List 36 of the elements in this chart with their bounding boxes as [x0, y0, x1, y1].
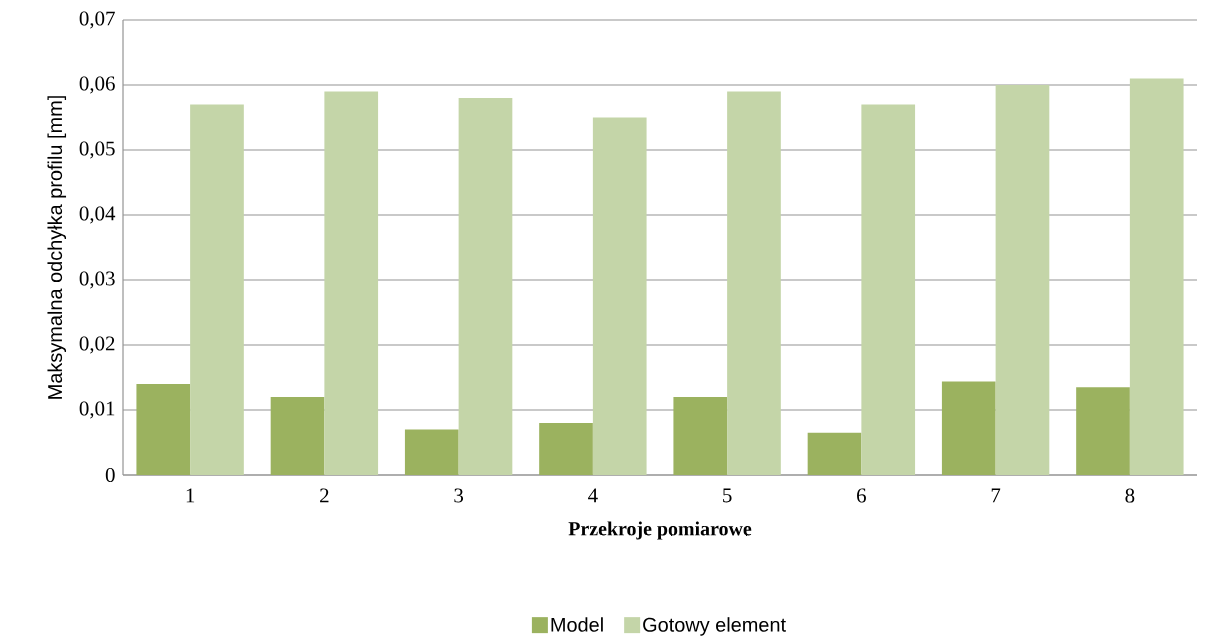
x-tick-label: 2 [320, 488, 329, 503]
y-tick-label: 0,07 [79, 11, 115, 29]
y-tick-label: 0,06 [79, 76, 115, 94]
bar [458, 97, 513, 475]
y-tick-label: 0,04 [79, 206, 116, 224]
bar [539, 422, 593, 475]
x-tick-label: 1 [186, 488, 195, 503]
legend-label: Gotowy element [643, 617, 786, 636]
bar [270, 396, 325, 475]
x-tick-label: 7 [991, 488, 1001, 503]
bar [995, 84, 1050, 475]
y-axis-title: Maksymalna odchyłka profilu [mm] [47, 96, 67, 399]
bar [592, 117, 647, 475]
bar [807, 432, 862, 475]
bar [1076, 387, 1130, 475]
x-tick-label: 8 [1125, 488, 1135, 503]
x-tick-label: 6 [857, 488, 866, 503]
y-tick-label: 0,01 [79, 401, 115, 419]
bar [941, 381, 996, 475]
y-tick-label: 0,03 [79, 271, 115, 289]
legend-label: Model [551, 617, 603, 632]
bar [861, 104, 916, 475]
y-tick-label: 0 [105, 467, 115, 483]
bar [727, 91, 781, 475]
bar [673, 396, 728, 475]
y-tick-label: 0,05 [79, 141, 115, 159]
bar [324, 91, 379, 475]
x-tick-label: 4 [588, 488, 598, 503]
x-tick-label: 5 [723, 488, 732, 503]
bar [404, 429, 459, 475]
x-axis-title: Przekroje pomiarowe [568, 521, 752, 540]
y-tick-label: 0,02 [79, 336, 115, 354]
bar [190, 104, 244, 475]
bar [136, 383, 191, 475]
x-tick-label: 3 [454, 488, 464, 503]
bar [1129, 78, 1184, 475]
